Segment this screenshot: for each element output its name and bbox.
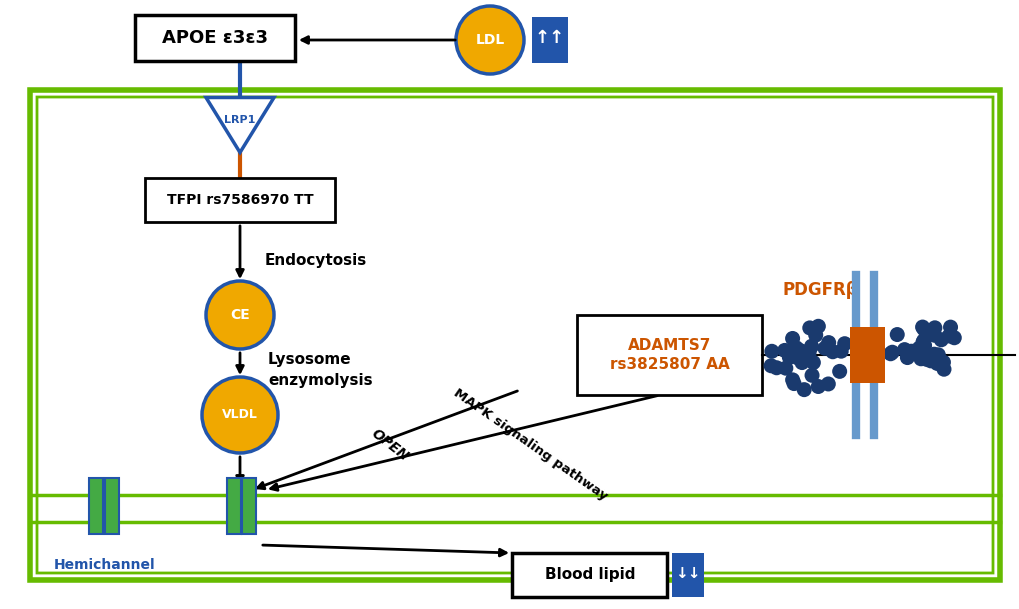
Circle shape (920, 325, 935, 340)
Circle shape (935, 362, 951, 377)
Bar (105, 478, 119, 534)
Circle shape (899, 350, 914, 365)
Bar (512, 553, 666, 597)
Circle shape (926, 320, 942, 336)
Circle shape (883, 345, 899, 360)
Circle shape (832, 364, 847, 379)
Bar (672, 553, 703, 597)
Bar (89, 478, 103, 534)
Circle shape (786, 376, 801, 391)
Circle shape (776, 343, 792, 358)
Circle shape (914, 320, 929, 334)
Circle shape (792, 343, 807, 358)
Circle shape (788, 340, 803, 356)
Text: Hemichannel: Hemichannel (54, 558, 156, 572)
Circle shape (763, 344, 779, 359)
Circle shape (915, 333, 930, 348)
Circle shape (796, 382, 811, 397)
Bar (145, 178, 334, 222)
Circle shape (925, 347, 941, 362)
Circle shape (768, 361, 784, 375)
Circle shape (807, 328, 822, 343)
Text: OPEN: OPEN (369, 426, 411, 463)
Text: ↓↓: ↓↓ (675, 566, 700, 582)
Circle shape (816, 341, 832, 356)
Circle shape (790, 351, 805, 365)
Bar (532, 17, 568, 63)
Circle shape (785, 372, 799, 387)
Circle shape (820, 376, 835, 392)
Circle shape (455, 6, 524, 74)
Text: MAPK signaling pathway: MAPK signaling pathway (450, 387, 608, 504)
Text: PDGFRβ: PDGFRβ (782, 281, 857, 299)
Circle shape (882, 347, 898, 361)
Circle shape (918, 352, 933, 367)
Circle shape (792, 347, 806, 362)
Circle shape (810, 319, 825, 334)
Circle shape (928, 356, 944, 371)
Circle shape (916, 322, 930, 337)
Circle shape (790, 348, 805, 363)
Text: Blood lipid: Blood lipid (544, 568, 635, 582)
Circle shape (782, 350, 796, 365)
Circle shape (930, 347, 945, 362)
Text: ↑↑: ↑↑ (534, 29, 565, 47)
Circle shape (926, 328, 942, 343)
Bar (135, 15, 294, 61)
Text: VLDL: VLDL (222, 409, 258, 421)
Text: ADAMTS7
rs3825807 AA: ADAMTS7 rs3825807 AA (609, 337, 730, 372)
Circle shape (824, 344, 840, 359)
Text: Endocytosis: Endocytosis (265, 253, 367, 267)
Text: TFPI rs7586970 TT: TFPI rs7586970 TT (166, 193, 313, 207)
Circle shape (935, 354, 950, 370)
Text: CE: CE (230, 308, 250, 322)
Circle shape (202, 377, 278, 453)
Circle shape (916, 338, 931, 353)
Circle shape (913, 351, 927, 366)
Text: APOE ε3ε3: APOE ε3ε3 (162, 29, 268, 47)
Bar (227, 478, 240, 534)
Circle shape (763, 358, 777, 373)
Circle shape (801, 343, 816, 358)
Circle shape (794, 355, 809, 370)
Circle shape (805, 355, 820, 370)
Circle shape (206, 281, 274, 349)
Circle shape (941, 328, 956, 343)
Circle shape (930, 354, 945, 369)
Circle shape (907, 346, 922, 361)
Circle shape (932, 333, 948, 347)
Text: LRP1: LRP1 (224, 115, 256, 125)
Circle shape (797, 350, 812, 365)
Circle shape (803, 339, 818, 354)
Circle shape (915, 335, 929, 350)
Circle shape (922, 353, 937, 368)
Circle shape (820, 335, 836, 350)
Circle shape (943, 320, 957, 334)
Circle shape (897, 342, 911, 357)
Circle shape (795, 351, 810, 367)
Circle shape (810, 379, 825, 394)
Circle shape (911, 341, 925, 356)
Circle shape (777, 361, 793, 376)
Circle shape (903, 343, 918, 359)
Circle shape (799, 344, 814, 359)
Polygon shape (206, 97, 274, 152)
Circle shape (804, 368, 818, 383)
Circle shape (919, 351, 934, 366)
Circle shape (801, 347, 815, 362)
Bar (849, 327, 884, 383)
Circle shape (889, 327, 904, 342)
Bar (577, 315, 762, 395)
Text: Lysosome
enzymolysis: Lysosome enzymolysis (268, 352, 372, 388)
Circle shape (833, 343, 848, 359)
Circle shape (785, 331, 799, 346)
Circle shape (837, 336, 851, 351)
Text: LDL: LDL (475, 33, 504, 47)
Circle shape (802, 320, 816, 336)
Circle shape (946, 330, 961, 345)
Bar (242, 478, 256, 534)
